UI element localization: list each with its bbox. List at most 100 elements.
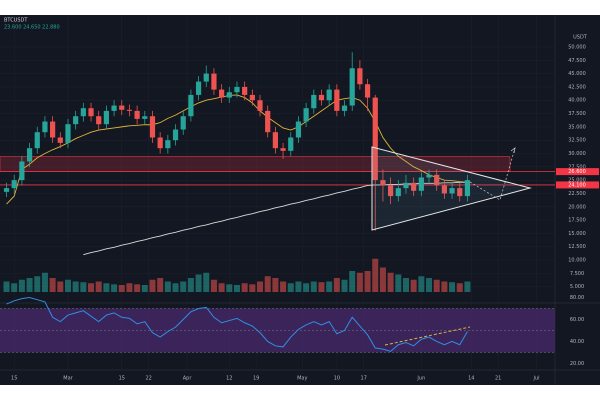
candle-body bbox=[318, 94, 325, 101]
candle-body bbox=[126, 109, 133, 111]
top-bar bbox=[0, 0, 600, 15]
volume-bar bbox=[111, 284, 118, 292]
candle-body bbox=[180, 116, 186, 130]
rsi-tick-label: 20.00 bbox=[570, 361, 584, 367]
candle-body bbox=[234, 86, 240, 93]
candle-body bbox=[88, 108, 94, 117]
y-tick-label: 42.500 bbox=[568, 84, 586, 90]
volume-bar bbox=[303, 283, 310, 292]
candle-body bbox=[334, 89, 340, 111]
volume-bar bbox=[41, 272, 48, 292]
candle-body bbox=[418, 177, 424, 191]
price-label: 24.100 bbox=[568, 182, 586, 188]
y-tick-label: 20.000 bbox=[568, 204, 586, 210]
candle-body bbox=[165, 140, 171, 149]
volume-bar bbox=[210, 279, 217, 292]
candle-body bbox=[265, 110, 271, 133]
y-tick-label: 40.000 bbox=[568, 98, 586, 104]
volume-bar bbox=[88, 283, 95, 292]
ohlc-readout: 23.600 24.650 22.880 bbox=[4, 25, 60, 31]
volume-bar bbox=[272, 278, 279, 292]
triangle-pattern bbox=[371, 146, 532, 231]
y-tick-label: 50.000 bbox=[568, 44, 586, 50]
candle-body bbox=[119, 105, 125, 110]
volume-bar bbox=[426, 278, 433, 292]
candle-body bbox=[26, 148, 33, 162]
y-tick-label: 25.000 bbox=[568, 178, 586, 184]
x-tick-label: 10 bbox=[334, 376, 340, 382]
volume-bar bbox=[456, 283, 463, 292]
x-tick-label: 21 bbox=[495, 376, 501, 382]
candle-body bbox=[434, 174, 440, 186]
candle-body bbox=[349, 68, 355, 106]
rsi-tick-label: 80.00 bbox=[570, 295, 584, 301]
candle-body bbox=[449, 188, 455, 194]
volume-bar bbox=[3, 281, 10, 292]
volume-bar bbox=[26, 278, 33, 292]
volume-bar bbox=[433, 279, 440, 292]
candle-body bbox=[272, 132, 278, 149]
candle-body bbox=[372, 97, 378, 181]
candle-body bbox=[65, 124, 71, 143]
candle-body bbox=[303, 108, 309, 122]
x-tick-label: Jun bbox=[416, 376, 425, 382]
volume-bar bbox=[103, 283, 110, 292]
candle-body bbox=[172, 129, 179, 141]
candle-body bbox=[380, 180, 386, 186]
volume-bar bbox=[134, 284, 141, 292]
volume-bar bbox=[233, 285, 240, 292]
volume-bar bbox=[387, 272, 394, 292]
volume-bar bbox=[418, 276, 425, 292]
volume-bar bbox=[333, 278, 340, 292]
volume-bar bbox=[180, 281, 187, 292]
price-label: 26.600 bbox=[568, 169, 586, 175]
x-tick-label: May bbox=[297, 376, 307, 382]
y-tick-label: 45.000 bbox=[568, 71, 586, 77]
y-tick-label: 47.500 bbox=[568, 58, 586, 64]
volume-bar bbox=[57, 281, 64, 292]
volume-bar bbox=[249, 284, 256, 292]
candle-body bbox=[11, 180, 17, 189]
candle-body bbox=[326, 89, 332, 101]
y-tick-label: 22.500 bbox=[568, 191, 586, 197]
volume-bar bbox=[141, 285, 148, 292]
y-tick-label: 27.500 bbox=[568, 164, 586, 170]
candle-body bbox=[111, 105, 117, 111]
y-tick-label: 5.000 bbox=[570, 284, 584, 290]
bottom-bar bbox=[0, 385, 600, 400]
volume-bar bbox=[326, 281, 333, 292]
rsi-tick-label: 60.00 bbox=[570, 317, 584, 323]
volume-bar bbox=[118, 285, 125, 292]
volume-bar bbox=[126, 283, 133, 292]
volume-bar bbox=[449, 282, 456, 292]
volume-bar bbox=[395, 274, 402, 292]
candle-body bbox=[441, 185, 447, 194]
candle-body bbox=[388, 185, 394, 197]
volume-bar bbox=[164, 281, 171, 292]
volume-bar bbox=[402, 278, 409, 292]
x-tick-label: 12 bbox=[226, 376, 232, 382]
symbol: BTCUSDT bbox=[4, 18, 28, 24]
candle-body bbox=[395, 188, 401, 197]
y-tick-label: 12.500 bbox=[568, 244, 586, 250]
volume-bar bbox=[11, 283, 18, 292]
candle-body bbox=[42, 121, 48, 133]
candle-body bbox=[426, 174, 432, 178]
currency: USDT bbox=[573, 35, 588, 41]
volume-bar bbox=[287, 283, 294, 292]
candle-body bbox=[249, 94, 255, 101]
y-tick-label: 7.500 bbox=[570, 271, 584, 277]
candle-body bbox=[188, 94, 194, 117]
candle-body bbox=[311, 94, 317, 109]
x-tick-label: 17 bbox=[361, 376, 367, 382]
candle-body bbox=[242, 86, 248, 95]
rsi-line bbox=[6, 296, 468, 352]
candle-body bbox=[195, 81, 202, 95]
candle-body bbox=[57, 137, 63, 143]
candle-body bbox=[80, 108, 86, 117]
volume-bar bbox=[264, 276, 271, 292]
rsi-trendline bbox=[384, 326, 471, 346]
candle-body bbox=[73, 116, 79, 125]
volume-bar bbox=[410, 279, 417, 292]
